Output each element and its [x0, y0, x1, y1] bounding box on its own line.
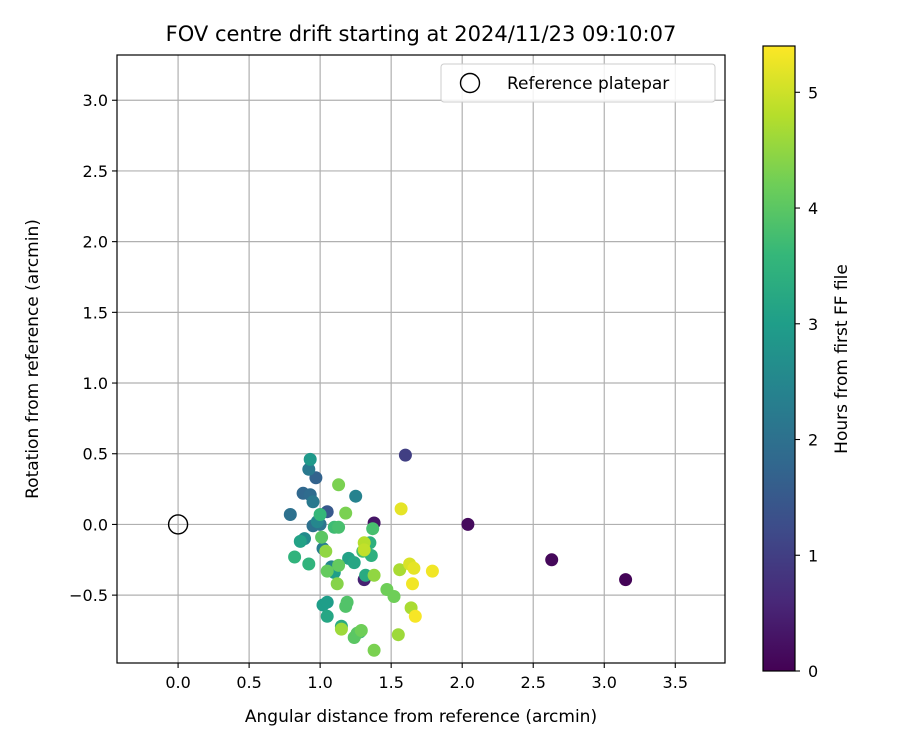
- y-tick-label: 0.5: [83, 445, 108, 464]
- y-axis-label: Rotation from reference (arcmin): [23, 219, 43, 499]
- data-point: [320, 564, 334, 578]
- data-point: [339, 506, 353, 520]
- data-point: [349, 489, 363, 503]
- data-point: [302, 557, 316, 571]
- colorbar-tick-label: 2: [808, 431, 818, 450]
- plot-frame: [116, 54, 726, 664]
- data-points: [283, 448, 633, 657]
- colorbar-tick-label: 0: [808, 662, 818, 681]
- data-point: [398, 448, 412, 462]
- grid: [117, 55, 725, 663]
- y-tick-label: 3.0: [83, 91, 108, 110]
- data-point: [407, 561, 421, 575]
- y-tick-label: 1.5: [83, 303, 108, 322]
- colorbar-tick-label: 5: [808, 83, 818, 102]
- data-point: [306, 495, 320, 509]
- data-point: [357, 543, 371, 557]
- data-point: [302, 462, 316, 476]
- x-tick-label: 2.0: [449, 673, 474, 692]
- data-point: [320, 609, 334, 623]
- data-point: [293, 534, 307, 548]
- data-point: [367, 643, 381, 657]
- data-point: [406, 577, 419, 591]
- data-point: [315, 530, 329, 544]
- chart-title: FOV centre drift starting at 2024/11/23 …: [166, 22, 677, 46]
- colorbar-tick-label: 3: [808, 315, 818, 334]
- data-point: [393, 563, 407, 577]
- data-point: [387, 590, 401, 603]
- x-tick-label: 1.5: [378, 673, 403, 692]
- legend-box: [440, 63, 716, 103]
- data-point: [288, 550, 302, 564]
- x-tick-label: 2.5: [520, 673, 545, 692]
- colorbar-ticks: 0 1 2 3 4 5: [795, 83, 818, 681]
- colorbar-tick-label: 1: [808, 546, 818, 565]
- data-point: [309, 471, 323, 485]
- y-tick-label: 1.0: [83, 374, 108, 393]
- colorbar-label: Hours from first FF file: [832, 264, 852, 454]
- data-point: [332, 558, 346, 572]
- data-point: [303, 452, 317, 466]
- y-tick-label: 2.0: [83, 233, 108, 252]
- y-tick-label: 0.0: [83, 515, 108, 534]
- data-point: [545, 553, 559, 567]
- data-point: [334, 622, 348, 636]
- data-point: [354, 624, 368, 637]
- data-point: [332, 478, 346, 492]
- reference-platepar-marker: [167, 514, 189, 535]
- data-point: [330, 577, 344, 591]
- colorbar-gradient: [762, 45, 796, 672]
- x-tick-label: 1.0: [307, 673, 332, 692]
- data-point: [283, 508, 297, 521]
- x-axis-ticks: 0.0 0.5 1.0 1.5 2.0 2.5 3.0 3.5: [165, 663, 688, 692]
- x-axis-label: Angular distance from reference (arcmin): [245, 707, 597, 727]
- y-axis-ticks: −0.5 0.0 0.5 1.0 1.5 2.0 2.5 3.0: [69, 91, 117, 605]
- data-point: [619, 573, 633, 587]
- x-tick-label: 3.5: [663, 673, 688, 692]
- x-tick-label: 3.0: [592, 673, 617, 692]
- x-tick-label: 0.0: [165, 673, 190, 692]
- colorbar: 0 1 2 3 4 5 Hours from first FF file: [762, 45, 852, 681]
- data-point: [366, 522, 380, 536]
- data-point: [394, 502, 408, 516]
- data-point: [408, 609, 422, 623]
- x-tick-label: 0.5: [236, 673, 261, 692]
- data-point: [332, 520, 346, 534]
- legend-marker-open-circle: [459, 72, 481, 94]
- data-point: [320, 595, 334, 609]
- data-point: [313, 508, 327, 521]
- data-point: [461, 517, 475, 531]
- legend-label-reference-platepar: Reference platepar: [507, 74, 669, 94]
- data-point: [391, 628, 405, 642]
- data-point: [340, 595, 354, 609]
- colorbar-tick-label: 4: [808, 199, 818, 218]
- data-point: [367, 568, 381, 582]
- y-tick-label: −0.5: [69, 586, 108, 605]
- y-tick-label: 2.5: [83, 162, 108, 181]
- legend: Reference platepar: [440, 63, 716, 103]
- data-point: [425, 564, 439, 578]
- data-point: [319, 544, 333, 558]
- data-point: [347, 556, 361, 570]
